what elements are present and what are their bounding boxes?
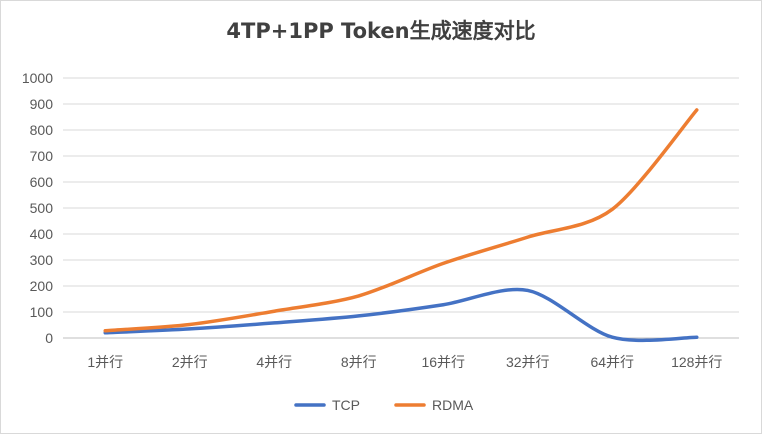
chart-title: 4TP+1PP Token生成速度对比 [226, 19, 536, 43]
legend: TCP RDMA [294, 397, 474, 413]
y-tick-label: 700 [30, 148, 54, 164]
data-point-rdma-5 [526, 235, 530, 239]
y-tick-label: 800 [30, 122, 54, 138]
y-tick-label: 1000 [22, 70, 53, 86]
data-point-rdma-3 [357, 294, 361, 298]
data-point-tcp-1 [188, 327, 192, 331]
data-point-tcp-3 [357, 314, 361, 318]
data-point-rdma-2 [272, 309, 276, 313]
y-tick-label: 0 [45, 330, 53, 346]
data-point-rdma-0 [103, 329, 107, 333]
x-tick-label: 128并行 [671, 354, 722, 370]
y-tick-label: 200 [30, 278, 54, 294]
x-axis-tick-labels: 1并行 2并行 4并行 8并行 16并行 32并行 64并行 128并行 [87, 354, 722, 370]
gridlines [63, 77, 739, 339]
series-lines [103, 108, 699, 343]
legend-label-rdma: RDMA [432, 397, 474, 413]
y-axis-tick-labels: 0 100 200 300 400 500 600 700 800 900 1000 [22, 70, 53, 346]
x-tick-label: 32并行 [506, 354, 550, 370]
data-point-tcp-5 [526, 288, 530, 292]
y-tick-label: 500 [30, 200, 54, 216]
x-tick-label: 8并行 [341, 354, 377, 370]
data-point-tcp-6 [610, 335, 614, 339]
y-tick-label: 300 [30, 252, 54, 268]
data-point-rdma-1 [188, 322, 192, 326]
data-point-tcp-2 [272, 321, 276, 325]
y-tick-label: 400 [30, 226, 54, 242]
data-point-rdma-4 [441, 261, 445, 265]
x-tick-label: 16并行 [421, 354, 465, 370]
y-tick-label: 600 [30, 174, 54, 190]
x-tick-label: 64并行 [590, 354, 634, 370]
x-tick-label: 4并行 [256, 354, 292, 370]
series-line-tcp [103, 287, 699, 343]
data-point-rdma-7 [695, 108, 699, 112]
x-tick-label: 2并行 [172, 354, 208, 370]
legend-label-tcp: TCP [332, 397, 360, 413]
series-line-rdma [103, 108, 699, 333]
x-tick-label: 1并行 [87, 354, 123, 370]
y-tick-label: 900 [30, 96, 54, 112]
data-point-tcp-7 [695, 335, 699, 339]
data-point-rdma-6 [610, 207, 614, 211]
y-tick-label: 100 [30, 304, 54, 320]
data-point-tcp-4 [441, 303, 445, 307]
